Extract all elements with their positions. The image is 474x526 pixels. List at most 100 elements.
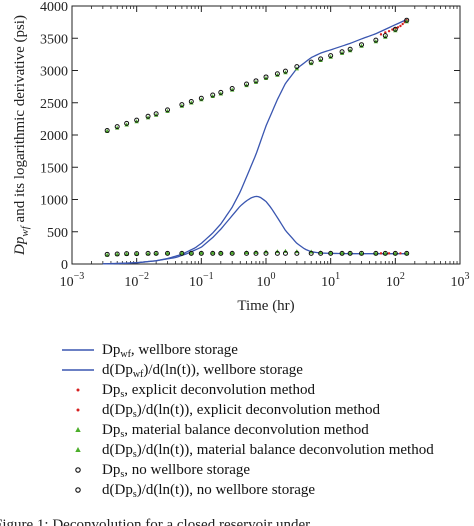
legend-item: Dpwf, wellbore storage	[60, 340, 474, 360]
legend-triangle-swatch	[75, 447, 81, 452]
legend-label: Dpwf, wellbore storage	[102, 342, 238, 360]
legend-symbol	[75, 487, 81, 493]
data-point-circle	[294, 250, 300, 256]
data-point-triangle	[339, 250, 345, 255]
x-tick-label: 101	[321, 271, 340, 290]
data-point-dot	[399, 24, 402, 28]
data-point-circle	[244, 250, 250, 256]
data-point-circle	[104, 251, 110, 257]
data-point-triangle	[210, 250, 215, 255]
data-point-circle	[328, 53, 334, 59]
data-point-circle	[134, 251, 140, 257]
legend-symbol	[76, 388, 80, 392]
axis-labels: 10−3 10−2 10−1 100 101 102 103 0 500 1000 1500 2000…	[12, 0, 470, 314]
data-point-circle	[308, 250, 314, 256]
data-point-circle	[145, 113, 151, 119]
legend-item: d(Dps)/d(ln(t)), material balance deconv…	[60, 440, 474, 460]
y-tick-label: 2000	[40, 129, 68, 144]
data-point-triangle	[179, 250, 185, 255]
legend-symbol	[76, 408, 80, 412]
data-point-triangle	[318, 250, 323, 255]
data-point-triangle	[115, 252, 120, 257]
legend-label: d(Dpwf)/d(ln(t)), wellbore storage	[102, 362, 303, 380]
legend-symbol	[75, 447, 81, 452]
legend-label: d(Dps)/d(ln(t)), material balance deconv…	[102, 442, 434, 460]
legend-label: d(Dps)/d(ln(t)), explicit deconvolution …	[102, 402, 381, 420]
data-point-circle	[114, 251, 120, 257]
y-tick-label: 1500	[40, 161, 68, 176]
data-point-circle	[165, 250, 171, 256]
data-point-triangle	[383, 251, 388, 256]
data-point-circle	[134, 117, 140, 123]
data-point-triangle	[145, 251, 151, 256]
data-point-triangle	[373, 251, 379, 256]
data-point-dot	[401, 22, 404, 26]
legend-item: d(Dps)/d(ln(t)), no wellbore storage	[60, 480, 474, 500]
series-layer	[102, 17, 410, 265]
data-point-triangle	[165, 250, 170, 255]
data-point-triangle	[359, 251, 364, 256]
y-tick-label: 500	[47, 226, 68, 241]
data-point-circle	[359, 42, 365, 48]
y-tick-label: 3500	[40, 32, 68, 47]
series-7	[104, 250, 410, 257]
data-point-circle	[124, 120, 130, 126]
data-point-circle	[282, 68, 288, 74]
data-point-circle	[339, 49, 345, 55]
data-point-circle	[218, 89, 224, 95]
legend-item: Dps, explicit deconvolution method	[60, 380, 474, 400]
data-point-triangle	[244, 250, 249, 255]
data-point-circle	[392, 250, 398, 256]
legend-label: Dps, explicit deconvolution method	[102, 382, 316, 400]
data-point-circle	[210, 92, 216, 98]
figure-caption: Figure 1: Deconvolution for a closed res…	[0, 517, 329, 526]
data-point-circle	[382, 33, 388, 39]
legend-dot-swatch	[76, 388, 80, 392]
plot-frame	[71, 5, 461, 265]
y-axis-title: Dpwf and its logarithmic derivative (psi…	[12, 15, 31, 256]
y-tick-label: 0	[61, 258, 68, 273]
data-point-circle	[373, 37, 379, 43]
series-line	[102, 195, 407, 265]
series-line	[102, 18, 407, 265]
data-point-circle	[165, 107, 171, 113]
data-point-circle	[359, 250, 365, 256]
data-point-circle	[318, 56, 324, 62]
data-point-triangle	[328, 250, 333, 255]
data-point-circle	[253, 78, 259, 84]
data-point-circle	[347, 46, 353, 52]
data-point-circle	[404, 17, 410, 23]
legend-triangle-swatch	[75, 427, 81, 432]
data-point-triangle	[134, 251, 139, 256]
chart: 10−3 10−2 10−1 100 101 102 103 0 500 1000 1500 2000…	[12, 0, 470, 314]
data-point-circle	[308, 59, 314, 65]
data-point-circle	[382, 250, 388, 256]
data-point-triangle	[229, 250, 235, 255]
legend-item: d(Dps)/d(ln(t)), explicit deconvolution …	[60, 400, 474, 420]
series-0	[102, 18, 407, 265]
x-tick-label: 10−3	[60, 271, 85, 290]
data-point-circle	[274, 71, 280, 77]
data-point-circle	[188, 250, 194, 256]
data-point-circle	[198, 250, 204, 256]
data-point-circle	[318, 250, 324, 256]
legend-dot-swatch	[76, 408, 80, 412]
data-point-circle	[153, 111, 159, 117]
series-6	[104, 17, 410, 133]
data-point-dot	[384, 31, 387, 34]
data-point-circle	[339, 250, 345, 256]
data-point-circle	[404, 250, 410, 256]
data-point-triangle	[189, 250, 194, 255]
data-point-dot	[379, 33, 383, 36]
x-tick-label: 100	[257, 271, 276, 290]
legend: Dpwf, wellbore storage d(Dpwf)/d(ln(t)), …	[60, 340, 474, 500]
data-point-circle	[218, 250, 224, 256]
data-point-circle	[188, 98, 194, 104]
data-point-circle	[263, 74, 269, 80]
data-point-circle	[328, 250, 334, 256]
legend-symbol	[75, 427, 81, 432]
legend-symbol	[75, 467, 81, 473]
data-point-circle	[153, 250, 159, 256]
data-point-dot	[387, 252, 391, 255]
data-point-dot	[399, 252, 402, 255]
